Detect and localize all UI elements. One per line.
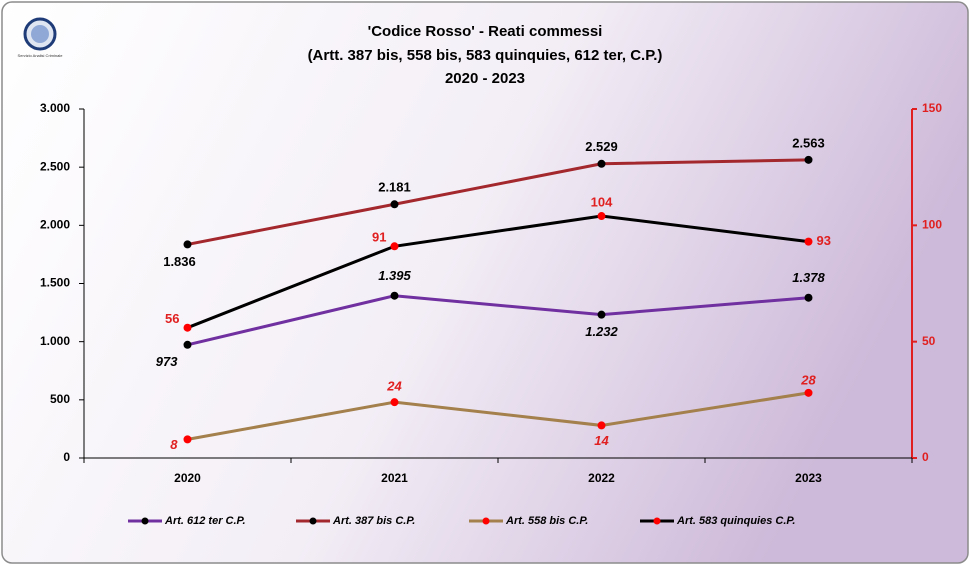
legend-marker xyxy=(653,517,661,525)
marker xyxy=(183,435,192,444)
data-label: 2.181 xyxy=(378,180,411,195)
y-tick-label: 3.000 xyxy=(40,101,70,115)
y-tick-label: 2.500 xyxy=(40,159,70,173)
marker xyxy=(390,398,399,407)
marker xyxy=(597,159,606,168)
marker xyxy=(804,388,813,397)
marker xyxy=(183,340,192,349)
y-tick-label: 2.000 xyxy=(40,218,70,232)
marker xyxy=(804,293,813,302)
marker xyxy=(804,155,813,164)
chart-title: 'Codice Rosso' - Reati commessi xyxy=(368,23,603,40)
chart-subtitle: (Artt. 387 bis, 558 bis, 583 quinquies, … xyxy=(308,47,663,64)
data-label: 1.378 xyxy=(792,270,825,285)
y2-tick-label: 150 xyxy=(922,101,942,115)
legend-label: Art. 387 bis C.P. xyxy=(332,515,415,527)
y2-tick-label: 100 xyxy=(922,218,942,232)
x-tick-label: 2021 xyxy=(381,471,408,485)
data-label: 104 xyxy=(591,194,613,209)
marker xyxy=(390,242,399,251)
logo: Servizio Analisi Criminale xyxy=(18,17,64,58)
y2-tick-label: 50 xyxy=(922,334,936,348)
legend-label: Art. 558 bis C.P. xyxy=(505,515,588,527)
legend-marker xyxy=(309,517,317,525)
series-line xyxy=(187,158,809,246)
x-tick-label: 2022 xyxy=(588,471,615,485)
data-label: 8 xyxy=(170,437,178,452)
y2-tick-label: 0 xyxy=(922,450,929,464)
marker xyxy=(390,200,399,209)
data-label: 93 xyxy=(817,233,831,248)
logo-text: Servizio Analisi Criminale xyxy=(18,53,64,58)
legend-marker xyxy=(482,517,490,525)
marker xyxy=(597,421,606,430)
data-label: 2.563 xyxy=(792,135,825,150)
data-label: 56 xyxy=(165,311,179,326)
legend-marker xyxy=(141,517,149,525)
legend-label: Art. 612 ter C.P. xyxy=(164,515,246,527)
y-tick-label: 1.500 xyxy=(40,276,70,290)
data-label: 1.232 xyxy=(585,324,618,339)
data-label: 14 xyxy=(594,433,609,448)
legend-label: Art. 583 quinquies C.P. xyxy=(676,515,795,527)
y-tick-label: 500 xyxy=(50,392,70,406)
y-tick-label: 1.000 xyxy=(40,334,70,348)
data-label: 24 xyxy=(386,379,402,394)
marker xyxy=(597,310,606,319)
series-line xyxy=(187,391,809,441)
marker xyxy=(390,291,399,300)
marker xyxy=(597,212,606,221)
data-label: 1.836 xyxy=(163,254,196,269)
x-tick-label: 2020 xyxy=(174,471,201,485)
marker xyxy=(183,240,192,249)
data-label: 973 xyxy=(156,354,178,369)
data-label: 1.395 xyxy=(378,268,411,283)
y-tick-label: 0 xyxy=(63,450,70,464)
x-tick-label: 2023 xyxy=(795,471,822,485)
data-label: 91 xyxy=(372,230,386,245)
data-label: 28 xyxy=(800,372,816,387)
data-label: 2.529 xyxy=(585,139,618,154)
series-line xyxy=(186,214,809,330)
marker xyxy=(804,237,813,246)
marker xyxy=(183,323,192,332)
series-line xyxy=(187,294,809,347)
chart-subtitle: 2020 - 2023 xyxy=(445,70,525,87)
